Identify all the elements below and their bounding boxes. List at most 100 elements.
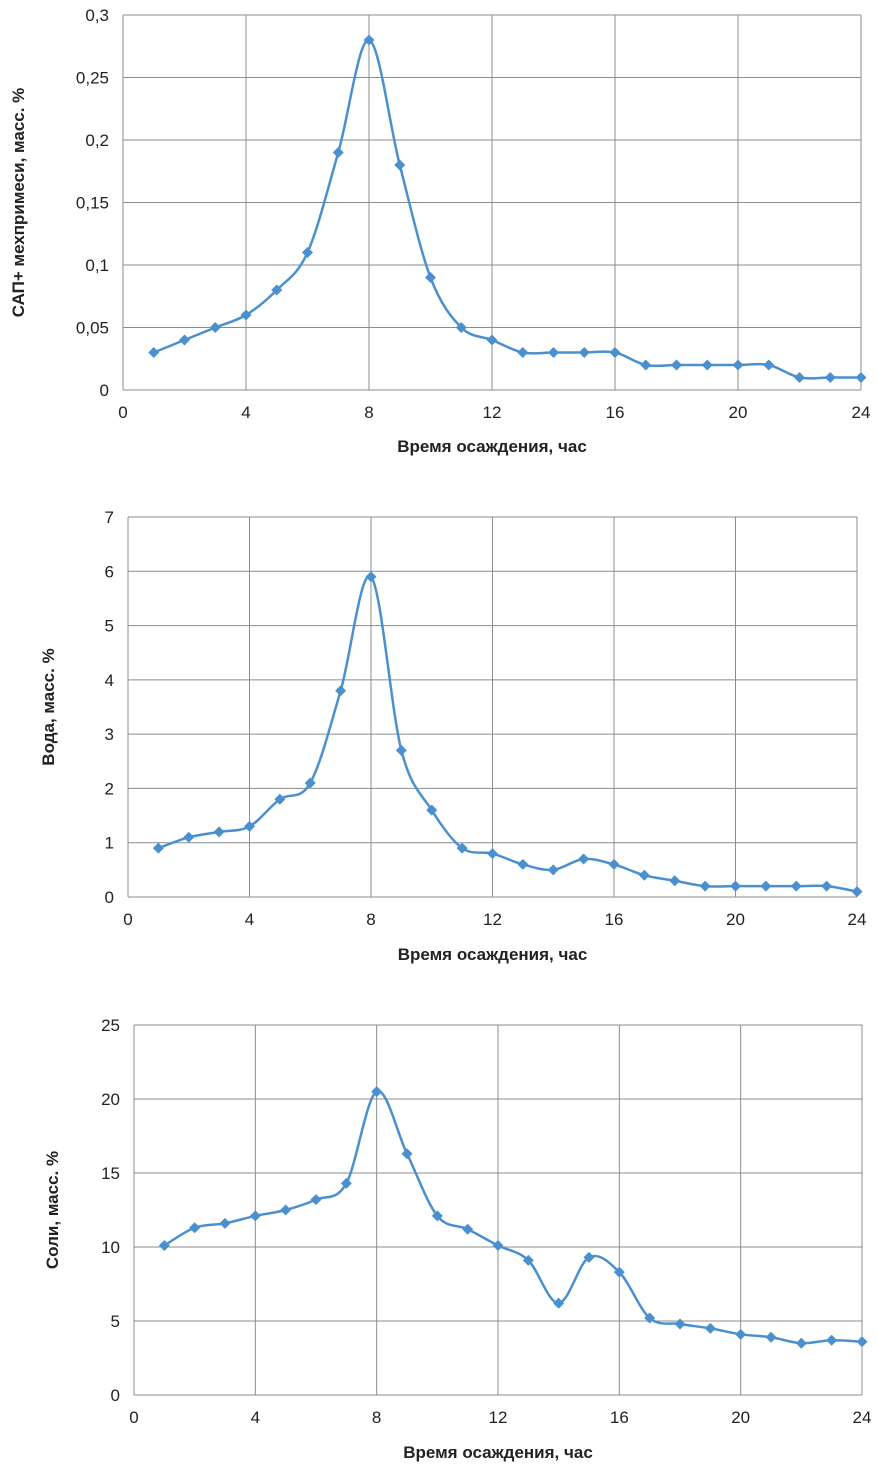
data-point <box>332 147 344 158</box>
data-point <box>613 1266 625 1278</box>
y-axis-title: Вода, масс. % <box>39 648 58 765</box>
data-point <box>304 777 316 789</box>
data-point <box>583 1251 595 1263</box>
data-point <box>671 359 682 371</box>
data-point <box>735 1328 747 1340</box>
data-point <box>701 359 713 371</box>
data-point <box>365 571 377 583</box>
data-point <box>608 858 620 870</box>
y-axis-title: Соли, масс. % <box>43 1151 62 1269</box>
y-tick-label: 0 <box>111 1386 120 1405</box>
y-tick-label: 0,05 <box>76 319 109 338</box>
y-tick-label: 6 <box>105 562 114 581</box>
data-point <box>426 804 438 816</box>
data-point <box>669 875 681 887</box>
chart-salts: 0 4 8 12 16 20 24 0 5 10 15 20 25 Время осаждения, ча… <box>43 1016 871 1462</box>
data-point <box>674 1318 686 1330</box>
data-point <box>280 1204 292 1216</box>
data-point <box>249 1210 261 1222</box>
data-point <box>856 1336 868 1348</box>
x-tick-label: 20 <box>731 1408 750 1427</box>
data-point <box>492 1240 504 1252</box>
x-tick-label: 16 <box>610 1408 629 1427</box>
data-point <box>310 1194 322 1206</box>
data-point <box>158 1240 170 1252</box>
y-tick-label: 10 <box>101 1238 120 1257</box>
data-point <box>240 309 252 321</box>
x-tick-label: 16 <box>605 910 624 929</box>
data-point <box>522 1254 534 1266</box>
x-axis-title: Время осаждения, час <box>397 437 587 456</box>
y-tick-label: 7 <box>105 508 114 527</box>
data-point <box>578 347 590 358</box>
data-point <box>431 1210 443 1222</box>
data-point <box>179 334 190 346</box>
data-point <box>638 869 650 881</box>
data-point <box>730 880 741 892</box>
data-point <box>244 820 255 832</box>
x-tick-label: 4 <box>245 910 254 929</box>
data-point <box>148 347 160 358</box>
x-tick-label: 12 <box>483 910 502 929</box>
y-tick-label: 15 <box>101 1164 120 1183</box>
x-tick-label: 24 <box>848 910 867 929</box>
data-point <box>732 359 744 371</box>
data-point <box>425 272 436 283</box>
x-axis-title: Время осаждения, час <box>398 945 588 964</box>
x-axis-title: Время осаждения, час <box>403 1443 593 1462</box>
data-point <box>302 247 313 258</box>
y-axis-title: САП+ мехпримеси, масс. % <box>9 88 28 318</box>
x-tick-label: 0 <box>129 1408 138 1427</box>
x-tick-label: 16 <box>606 403 625 422</box>
data-point <box>274 793 286 805</box>
data-point <box>826 1334 838 1346</box>
data-point <box>401 1148 413 1160</box>
y-tick-label: 0,25 <box>76 69 109 88</box>
y-tick-label: 2 <box>105 779 114 798</box>
x-tick-label: 4 <box>251 1408 260 1427</box>
data-point <box>855 372 867 383</box>
x-tick-label: 12 <box>483 403 502 422</box>
y-tick-label: 25 <box>101 1016 120 1035</box>
data-point <box>335 685 347 697</box>
data-point <box>152 842 164 854</box>
chart-sap-impurities: 0 4 8 12 16 20 24 0 0,05 0,1 0,15 0,2 0,25 0,3 Время о… <box>9 6 870 456</box>
data-point <box>640 359 652 371</box>
data-point <box>609 347 621 358</box>
data-point <box>462 1223 474 1235</box>
y-tick-label: 0,3 <box>85 6 109 25</box>
data-point <box>795 1337 807 1349</box>
x-tick-label: 24 <box>852 403 871 422</box>
x-tick-label: 8 <box>366 910 375 929</box>
y-tick-label: 3 <box>105 725 114 744</box>
y-tick-label: 0,2 <box>85 131 109 150</box>
x-tick-label: 12 <box>489 1408 508 1427</box>
data-point <box>213 826 225 838</box>
data-point <box>578 853 590 865</box>
data-point <box>183 831 195 843</box>
y-tick-label: 0,1 <box>85 256 109 275</box>
data-point <box>547 864 559 876</box>
data-point <box>760 880 772 892</box>
y-tick-label: 1 <box>105 834 114 853</box>
data-point <box>794 372 805 383</box>
data-point <box>548 347 559 358</box>
data-point <box>553 1297 565 1309</box>
data-point <box>517 858 529 870</box>
y-tick-label: 5 <box>105 617 114 636</box>
data-point <box>704 1322 716 1334</box>
data-point <box>219 1217 231 1229</box>
data-point <box>644 1312 656 1324</box>
data-point <box>394 159 406 171</box>
x-tick-label: 0 <box>118 403 127 422</box>
y-tick-label: 0,15 <box>76 194 109 213</box>
x-tick-label: 8 <box>372 1408 381 1427</box>
data-point <box>363 34 375 46</box>
y-tick-label: 0 <box>105 888 114 907</box>
x-tick-label: 0 <box>123 910 132 929</box>
data-point <box>371 1086 383 1098</box>
data-point <box>189 1222 201 1234</box>
data-point <box>487 848 498 860</box>
data-point <box>765 1331 777 1343</box>
